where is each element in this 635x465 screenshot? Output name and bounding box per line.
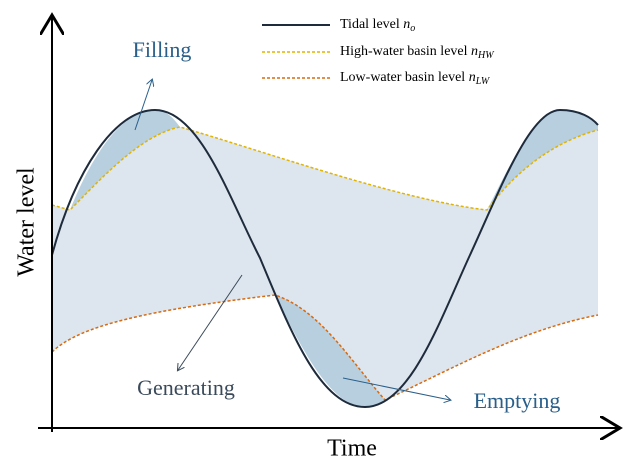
emptying-region — [275, 295, 385, 407]
filling-region-right — [487, 110, 598, 210]
filling-arrow — [134, 80, 152, 131]
tide-curve — [51, 108, 599, 409]
legend-entry: Low-water basin level nLW — [340, 70, 491, 87]
legend-label: Tidal level — [340, 17, 400, 32]
emptying-arrow — [342, 377, 450, 400]
legend-symbol: n — [471, 44, 478, 59]
basin-band — [52, 127, 598, 400]
emptying-label: Emptying — [474, 388, 561, 413]
legend-subscript: o — [410, 23, 415, 34]
legend-symbol: n — [469, 70, 476, 85]
filling-region — [70, 110, 180, 210]
legend-subscript: LW — [475, 76, 491, 87]
legend-label: High-water basin level — [340, 44, 468, 59]
low-water-curve — [51, 294, 599, 401]
legend-subscript: HW — [477, 50, 495, 61]
generating-label: Generating — [137, 375, 235, 400]
legend-entry: High-water basin level nHW — [340, 44, 495, 61]
generating-arrow — [178, 274, 243, 370]
high-water-curve — [51, 126, 599, 211]
y-axis-label: Water level — [14, 167, 40, 277]
legend-symbol: n — [403, 17, 410, 32]
legend-entry: Tidal level no — [340, 17, 415, 34]
legend: Tidal level no High-water basin level nH… — [262, 17, 495, 87]
legend-label: Low-water basin level — [340, 70, 465, 85]
x-axis-label: Time — [327, 436, 377, 462]
filling-label: Filling — [133, 37, 192, 62]
